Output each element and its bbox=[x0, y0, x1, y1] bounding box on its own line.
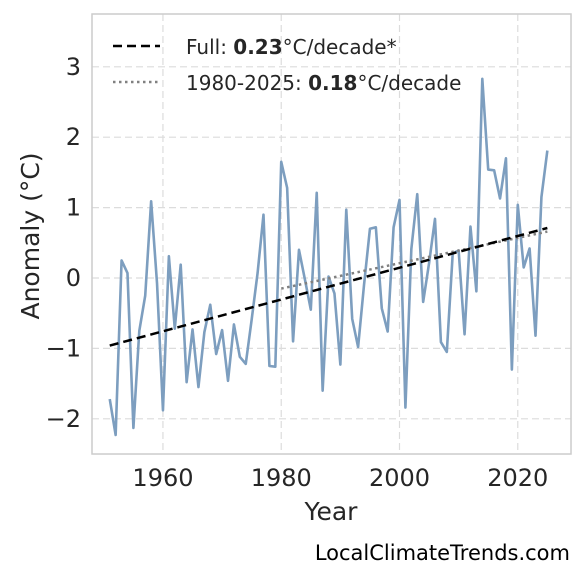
y-tick-label: 1 bbox=[66, 194, 81, 222]
legend-full-suffix: °C/decade* bbox=[283, 35, 397, 59]
trend-line-full bbox=[109, 226, 548, 347]
tick-labels: 1960 1980 2000 2020 −2 −1 0 1 2 3 bbox=[46, 53, 549, 492]
y-tick-label: 0 bbox=[66, 264, 81, 292]
plot-frame bbox=[91, 13, 572, 455]
x-tick-label: 1980 bbox=[251, 464, 312, 492]
x-axis-label: Year bbox=[304, 497, 359, 526]
y-tick-label: −1 bbox=[46, 334, 81, 362]
y-tick-label: −2 bbox=[46, 405, 81, 433]
y-axis-label: Anomaly (°C) bbox=[16, 152, 45, 319]
x-tick-label: 1960 bbox=[132, 464, 193, 492]
legend-label-recent: 1980-2025: 0.18°C/decade bbox=[186, 71, 461, 95]
legend-recent-value: 0.18 bbox=[308, 71, 357, 95]
x-tick-label: 2000 bbox=[369, 464, 430, 492]
legend-full-value: 0.23 bbox=[233, 35, 282, 59]
y-tick-label: 3 bbox=[66, 53, 81, 81]
legend-full-prefix: Full: bbox=[186, 35, 233, 59]
legend: Full: 0.23°C/decade* 1980-2025: 0.18°C/d… bbox=[113, 35, 461, 95]
legend-recent-suffix: °C/decade bbox=[357, 71, 461, 95]
watermark: LocalClimateTrends.com bbox=[315, 541, 570, 565]
legend-label-full: Full: 0.23°C/decade* bbox=[186, 35, 397, 59]
x-tick-label: 2020 bbox=[487, 464, 548, 492]
series-layer bbox=[108, 77, 549, 437]
y-tick-label: 2 bbox=[66, 123, 81, 151]
legend-recent-prefix: 1980-2025: bbox=[186, 71, 308, 95]
anomaly-series-line bbox=[108, 77, 549, 437]
